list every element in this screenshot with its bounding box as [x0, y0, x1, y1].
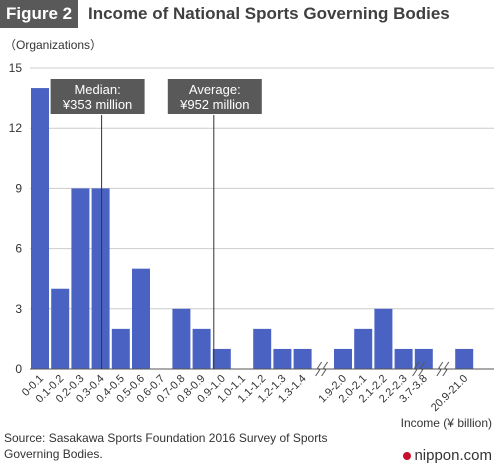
axis-break-mark — [436, 361, 444, 377]
bar — [31, 88, 49, 370]
axis-break-mark — [418, 361, 426, 377]
annotation-label: Average: — [189, 82, 241, 97]
y-tick-label: 0 — [15, 362, 22, 376]
y-tick-label: 6 — [15, 242, 22, 256]
bar — [51, 288, 70, 369]
y-axis-label: （Organizations） — [4, 38, 103, 52]
figure-tag: Figure 2 — [0, 0, 79, 28]
bar — [394, 348, 413, 369]
brand-text: nippon.com — [414, 447, 492, 464]
annotation-value: ¥952 million — [179, 97, 249, 112]
annotation-box — [50, 79, 145, 114]
bar — [455, 348, 474, 369]
bar — [212, 348, 231, 369]
brand-dot-icon — [403, 452, 412, 461]
bar — [334, 348, 352, 369]
y-tick-label: 3 — [15, 302, 22, 316]
chart-title: Income of National Sports Governing Bodi… — [88, 4, 450, 23]
annotation-box — [167, 79, 262, 114]
bar — [172, 308, 191, 369]
x-axis-label: Income (¥ billion) — [400, 416, 492, 430]
bar — [111, 328, 130, 369]
bar — [192, 328, 211, 369]
y-tick-label: 9 — [15, 181, 22, 195]
header: Figure 2 Income of National Sports Gover… — [0, 0, 500, 30]
axis-break-mark — [412, 361, 420, 377]
bar — [132, 268, 150, 369]
y-tick-label: 15 — [9, 61, 23, 75]
axis-break-mark — [442, 361, 450, 377]
bar — [374, 308, 393, 369]
bar — [71, 188, 90, 369]
bar — [253, 328, 272, 369]
axis-break-mark — [315, 361, 323, 377]
bar — [293, 348, 312, 369]
x-tick-label: 20.9-21.0 — [429, 373, 470, 414]
annotation-value: ¥353 million — [62, 97, 132, 112]
brand-logo: nippon.com — [403, 447, 492, 464]
bar — [354, 328, 373, 369]
annotation-label: Median: — [74, 82, 120, 97]
y-tick-label: 12 — [9, 121, 23, 135]
bar — [273, 348, 292, 369]
axis-break-mark — [321, 361, 329, 377]
source-note: Source: Sasakawa Sports Foundation 2016 … — [4, 431, 328, 461]
bar — [91, 188, 110, 369]
bar — [414, 348, 433, 369]
